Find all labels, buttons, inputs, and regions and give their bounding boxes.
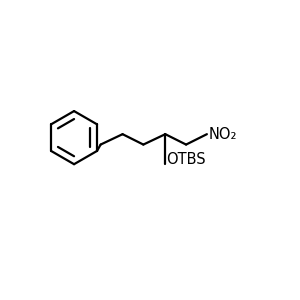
Text: OTBS: OTBS [167,152,206,166]
Text: NO₂: NO₂ [209,127,237,142]
